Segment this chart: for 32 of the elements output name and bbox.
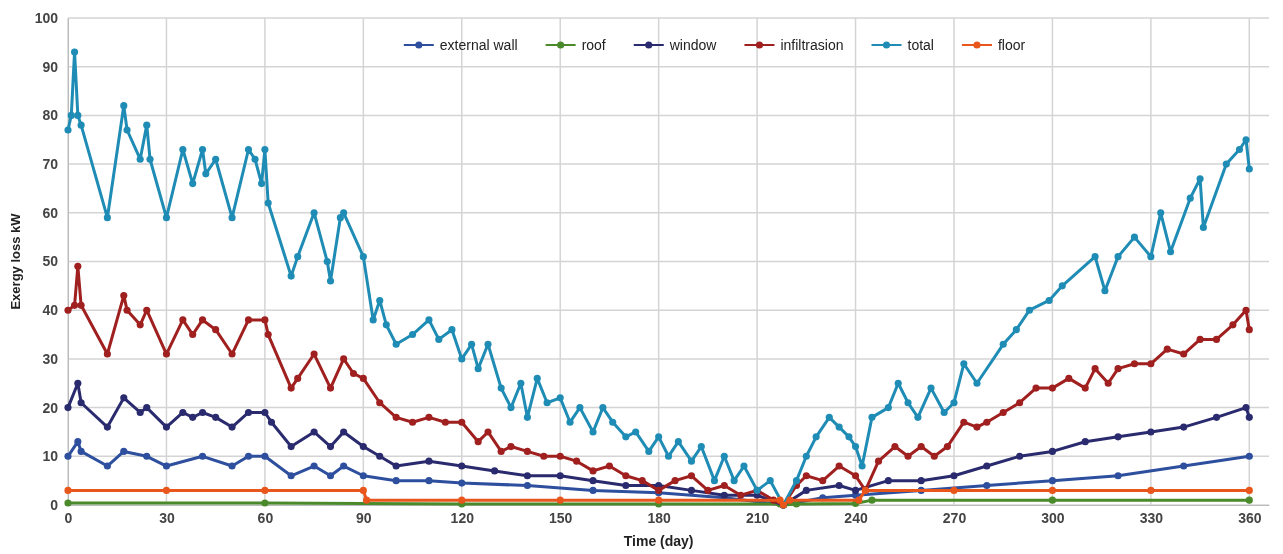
x-tick-label: 120	[450, 509, 475, 526]
x-tick-label: 90	[356, 509, 372, 526]
x-tick-label: 30	[159, 509, 175, 526]
legend-label: total	[907, 36, 934, 53]
y-tick-label: 10	[42, 448, 59, 465]
y-tick-label: 20	[42, 399, 59, 416]
x-tick-label: 270	[942, 509, 967, 526]
y-tick-label: 80	[42, 107, 59, 124]
x-tick-label: 240	[844, 509, 868, 526]
legend-label: roof	[581, 36, 606, 53]
y-tick-label: 30	[42, 350, 59, 367]
y-tick-label: 100	[34, 9, 59, 26]
x-tick-label: 210	[745, 509, 770, 526]
legend-label: external wall	[439, 36, 518, 53]
y-tick-label: 50	[42, 253, 59, 270]
x-axis-title: Time (day)	[623, 533, 694, 549]
legend-label: floor	[997, 36, 1026, 53]
x-tick-label: 150	[549, 509, 573, 526]
x-tick-label: 300	[1041, 509, 1065, 526]
x-tick-label: 360	[1238, 509, 1262, 526]
x-tick-label: 60	[257, 509, 274, 526]
y-axis-title: Exergy loss kW	[8, 212, 23, 310]
x-tick-label: 0	[64, 509, 73, 526]
legend-label: window	[668, 36, 718, 53]
y-tick-label: 0	[50, 496, 59, 513]
y-tick-label: 40	[42, 302, 59, 319]
y-tick-label: 70	[42, 156, 59, 173]
legend-label: infiltrasion	[780, 36, 844, 53]
y-tick-label: 60	[42, 204, 59, 221]
x-tick-label: 330	[1139, 509, 1164, 526]
x-tick-label: 180	[647, 509, 672, 526]
y-tick-label: 90	[42, 58, 59, 75]
